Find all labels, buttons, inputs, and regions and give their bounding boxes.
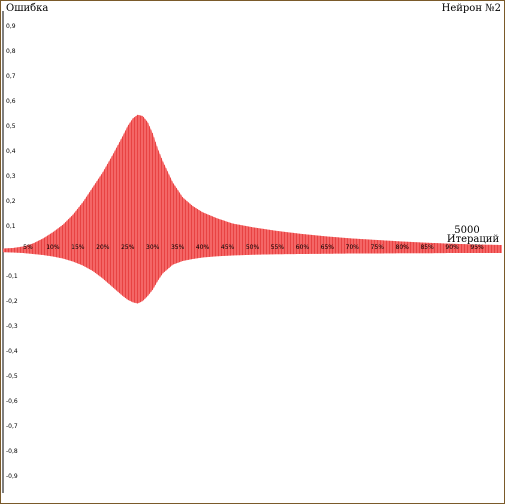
error-envelope-area xyxy=(3,114,502,304)
y-tick-label: -0,5 xyxy=(6,373,18,380)
y-tick-label: 0,1 xyxy=(6,223,16,230)
y-tick-labels: 0,9 0,8 0,7 0,6 0,5 0,4 0,3 0,2 0,1 -0,1 -0,2 -0,3 -… xyxy=(6,23,18,480)
x-tick-label: 35% xyxy=(171,244,185,251)
y-tick-label: -0,6 xyxy=(6,398,18,405)
error-series xyxy=(3,114,502,304)
x-tick-label: 30% xyxy=(146,244,160,251)
x-tick-label: 5% xyxy=(23,244,33,251)
x-tick-label: 70% xyxy=(346,244,360,251)
x-tick-label: 45% xyxy=(221,244,235,251)
y-tick-label: -0,8 xyxy=(6,448,18,455)
y-tick-label: 0,7 xyxy=(6,73,16,80)
x-tick-label: 50% xyxy=(246,244,260,251)
x-tick-label: 95% xyxy=(470,244,484,251)
y-tick-label: -0,3 xyxy=(6,323,18,330)
y-axis-title: Ошибка xyxy=(6,3,48,14)
x-tick-label: 90% xyxy=(445,244,459,251)
x-tick-label: 10% xyxy=(46,244,60,251)
x-tick-label: 85% xyxy=(420,244,434,251)
x-tick-label: 75% xyxy=(371,244,385,251)
x-tick-label: 40% xyxy=(196,244,210,251)
y-tick-label: 0,6 xyxy=(6,98,16,105)
x-tick-label: 60% xyxy=(296,244,310,251)
y-tick-label: 0,8 xyxy=(6,48,16,55)
x-tick-labels: 5% 10% 15% 20% 25% 30% 35% 40% 45% 50% 55% 60% 65% 70… xyxy=(23,244,484,251)
x-tick-label: 55% xyxy=(271,244,285,251)
y-tick-label: 0,9 xyxy=(6,23,16,30)
y-tick-label: -0,4 xyxy=(6,348,18,355)
x-tick-label: 65% xyxy=(321,244,335,251)
y-tick-label: 0,4 xyxy=(6,148,16,155)
y-tick-label: -0,1 xyxy=(6,273,18,280)
x-axis-title: Итераций xyxy=(447,234,500,245)
y-tick-label: 0,2 xyxy=(6,198,16,205)
x-tick-label: 20% xyxy=(96,244,110,251)
y-tick-label: -0,2 xyxy=(6,298,18,305)
y-tick-label: -0,7 xyxy=(6,423,18,430)
iterations-count: 5000 xyxy=(454,225,479,236)
x-tick-label: 25% xyxy=(121,244,135,251)
y-tick-label: 0,3 xyxy=(6,173,16,180)
neuron-label: Нейрон №2 xyxy=(442,3,501,14)
x-tick-label: 15% xyxy=(71,244,85,251)
y-tick-label: -0,9 xyxy=(6,473,18,480)
y-tick-label: 0,5 xyxy=(6,123,16,130)
x-tick-label: 80% xyxy=(396,244,410,251)
